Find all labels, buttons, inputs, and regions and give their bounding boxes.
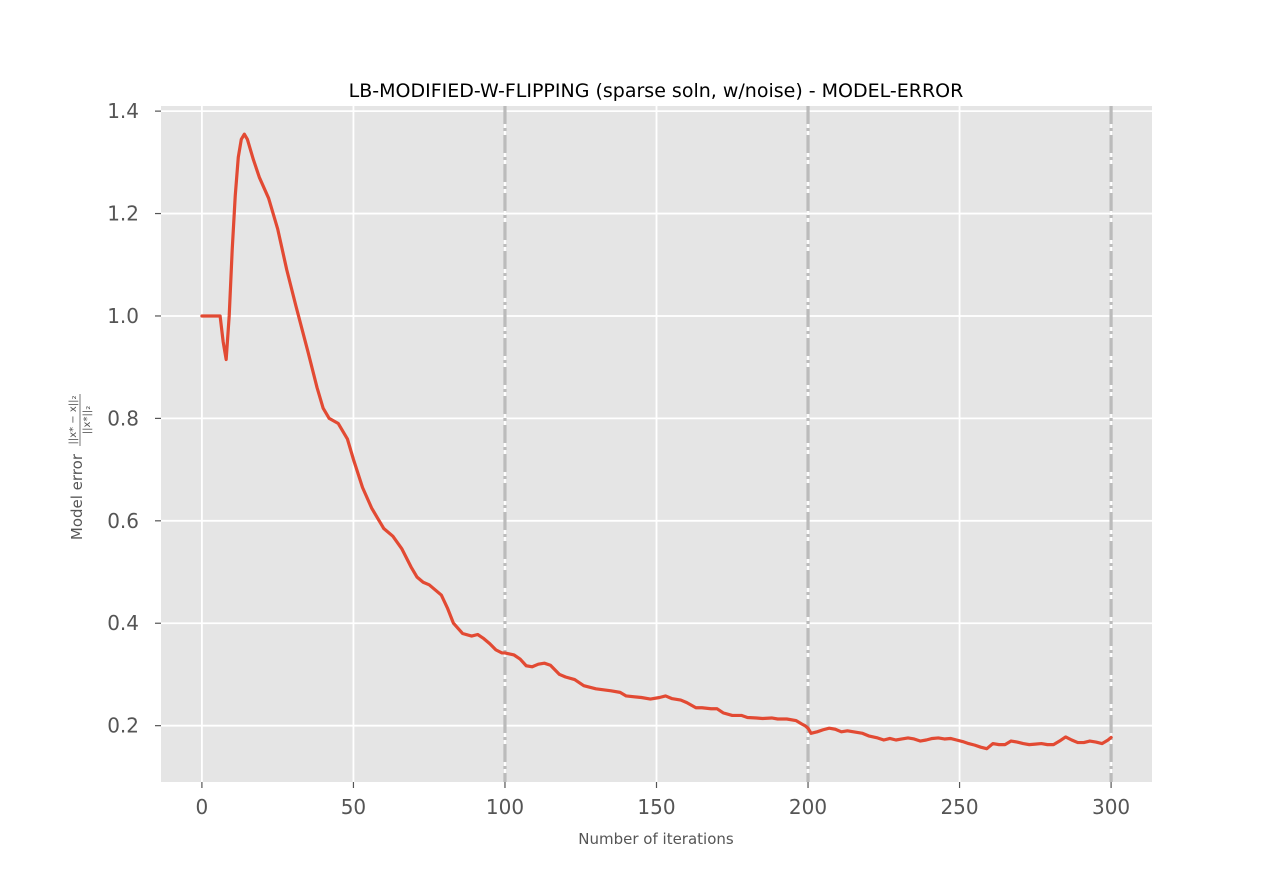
series-line bbox=[200, 132, 1113, 751]
y-tick-label: 0.6 bbox=[107, 509, 139, 533]
x-tick-label: 200 bbox=[789, 795, 827, 819]
y-axis-ticks: 0.2 0.4 0.6 0.8 1.0 1.2 1.4 bbox=[107, 99, 161, 738]
x-tick-label: 50 bbox=[341, 795, 366, 819]
y-tick-label: 0.8 bbox=[107, 406, 139, 430]
y-tick-label: 0.4 bbox=[107, 611, 139, 635]
vertical-reference-lines bbox=[503, 106, 1113, 782]
x-tick-label: 150 bbox=[637, 795, 675, 819]
x-axis-label: Number of iterations bbox=[578, 830, 734, 848]
x-tick-label: 0 bbox=[196, 795, 209, 819]
y-tick-label: 1.0 bbox=[107, 304, 139, 328]
x-tick-label: 100 bbox=[486, 795, 524, 819]
y-axis-label-denominator: ||x*||₂ bbox=[82, 406, 93, 434]
y-axis-label-text: Model error bbox=[68, 453, 86, 540]
y-tick-label: 0.2 bbox=[107, 714, 139, 738]
x-tick-label: 300 bbox=[1092, 795, 1130, 819]
chart-title: LB-MODIFIED-W-FLIPPING (sparse soln, w/n… bbox=[349, 80, 964, 102]
y-tick-label: 1.2 bbox=[107, 202, 139, 226]
y-tick-label: 1.4 bbox=[107, 99, 139, 123]
y-axis-label-numerator: ||x* − x||₂ bbox=[68, 395, 79, 444]
series-lines bbox=[200, 132, 1113, 751]
x-tick-label: 250 bbox=[940, 795, 978, 819]
x-axis-ticks: 0 50 100 150 200 250 300 bbox=[196, 782, 1130, 819]
y-axis-label: Model error ||x* − x||₂ ||x*||₂ bbox=[68, 394, 93, 540]
